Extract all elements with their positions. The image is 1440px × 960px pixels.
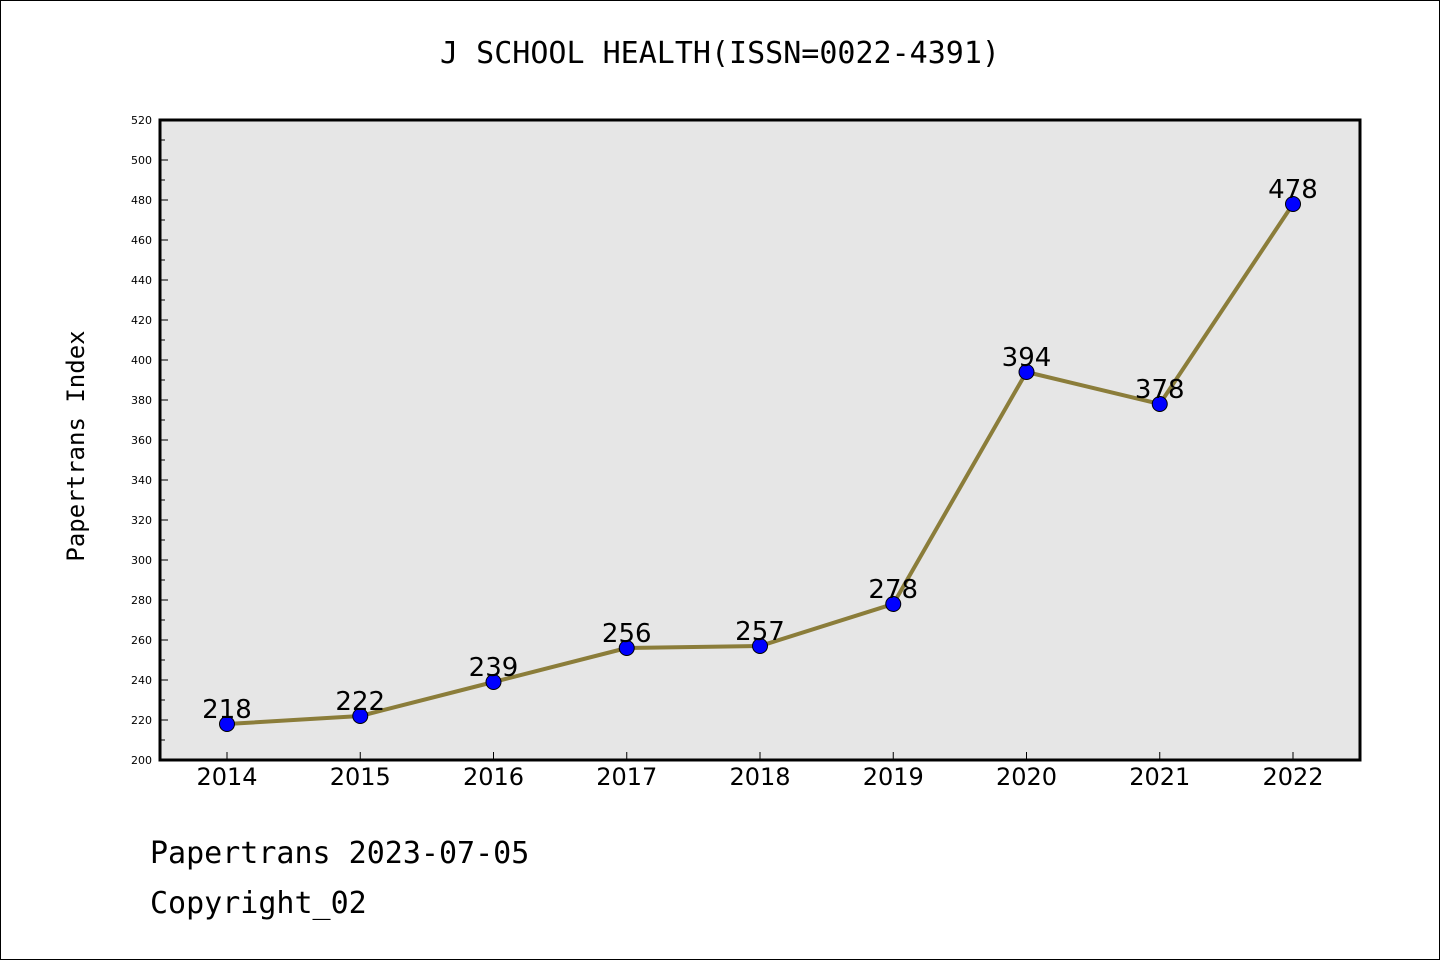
- data-label: 394: [1002, 343, 1052, 373]
- plot-area: [160, 120, 1360, 760]
- plot-border: [158, 118, 1362, 762]
- data-label: 239: [469, 653, 519, 683]
- data-label: 218: [202, 695, 252, 725]
- y-tick-label: 460: [131, 234, 152, 247]
- data-point: [1285, 196, 1301, 212]
- y-tick-label: 340: [131, 474, 152, 487]
- data-label: 257: [735, 617, 785, 647]
- x-tick-label: 2019: [863, 763, 924, 791]
- x-tick-label: 2022: [1262, 763, 1323, 791]
- y-tick-label: 420: [131, 314, 152, 327]
- footer-source: Papertrans 2023-07-05: [150, 836, 530, 871]
- x-tick-label: 2020: [996, 763, 1057, 791]
- x-tick-label: 2014: [196, 763, 257, 791]
- data-point: [485, 674, 502, 690]
- data-label: 256: [602, 619, 652, 649]
- y-tick-label: 280: [131, 594, 152, 607]
- data-label: 222: [335, 687, 385, 717]
- y-tick-label: 220: [131, 714, 152, 727]
- chart-title: J SCHOOL HEALTH(ISSN=0022-4391): [440, 36, 1000, 71]
- x-tick-label: 2021: [1129, 763, 1190, 791]
- y-tick-label: 320: [131, 514, 152, 527]
- data-points: [219, 196, 1301, 732]
- x-tick-label: 2018: [729, 763, 790, 791]
- y-tick-label: 240: [131, 674, 152, 687]
- y-tick-label: 360: [131, 434, 152, 447]
- data-label: 478: [1268, 175, 1318, 205]
- data-point: [352, 708, 369, 724]
- y-tick-label: 260: [131, 634, 152, 647]
- data-point: [618, 640, 635, 656]
- x-tick-label: 2016: [463, 763, 524, 791]
- data-point: [752, 638, 768, 654]
- x-axis: 2014 2015 2016 2017 2018 2019 2020 2021 2022: [196, 752, 1324, 791]
- data-point: [219, 716, 235, 732]
- data-label: 278: [868, 575, 918, 605]
- y-tick-label: 480: [131, 194, 152, 207]
- data-point: [1018, 364, 1035, 380]
- data-point: [1151, 396, 1168, 412]
- x-tick-label: 2015: [330, 763, 391, 791]
- footer-copyright: Copyright_02: [150, 886, 367, 921]
- y-tick-label: 440: [131, 274, 152, 287]
- y-tick-label: 400: [131, 354, 152, 367]
- data-label: 378: [1135, 375, 1185, 405]
- data-point: [885, 596, 902, 612]
- y-tick-label: 300: [131, 554, 152, 567]
- data-labels: 218 222 239 256 257 278 394 378 478: [202, 175, 1318, 725]
- y-tick-label: 200: [131, 754, 152, 767]
- y-tick-label: 500: [131, 154, 152, 167]
- x-tick-label: 2017: [596, 763, 657, 791]
- y-tick-label: 380: [131, 394, 152, 407]
- y-tick-label: 520: [131, 114, 152, 127]
